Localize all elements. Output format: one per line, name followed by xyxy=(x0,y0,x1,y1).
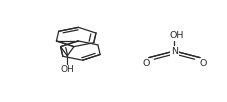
Text: OH: OH xyxy=(169,31,183,40)
Text: N: N xyxy=(170,47,177,55)
Text: O: O xyxy=(142,59,149,68)
Text: OH: OH xyxy=(60,65,74,74)
Text: O: O xyxy=(198,59,206,68)
